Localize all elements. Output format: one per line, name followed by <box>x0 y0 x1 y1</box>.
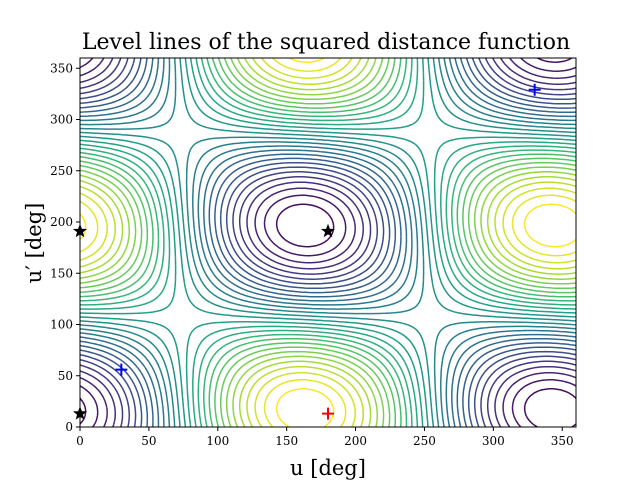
blue-plus-marker <box>528 83 541 96</box>
contour-level-line <box>80 58 576 427</box>
contour-level-line <box>80 58 576 427</box>
contour-level-line <box>80 58 576 427</box>
contour-level-line <box>80 58 576 427</box>
x-tick-label: 250 <box>413 434 436 448</box>
y-tick-label: 200 <box>50 215 73 229</box>
contour-level-line <box>80 58 576 427</box>
contour-level-line <box>80 58 576 427</box>
contour-level-line <box>80 58 576 427</box>
x-axis-ticks: 0 50 100 150 200 250 300 350 <box>76 427 574 448</box>
x-tick-label: 150 <box>275 434 298 448</box>
x-axis-label: u [deg] <box>290 456 366 480</box>
contour-level-line <box>80 58 576 427</box>
contour-level-line <box>80 58 576 427</box>
star-marker <box>72 406 88 420</box>
contour-level-line <box>80 58 576 427</box>
y-tick-label: 100 <box>50 318 73 332</box>
contour-level-line <box>80 58 576 427</box>
x-tick-label: 100 <box>206 434 229 448</box>
contour-level-line <box>80 58 576 427</box>
star-marker <box>320 223 336 238</box>
contour-level-line <box>80 58 576 427</box>
x-tick-label: 50 <box>141 434 156 448</box>
x-tick-label: 300 <box>482 434 505 448</box>
contour-level-line <box>80 58 576 427</box>
plot-frame <box>79 57 577 428</box>
blue-plus-marker <box>115 363 128 376</box>
contour-level-line <box>80 58 576 427</box>
contour-level-line <box>80 58 576 427</box>
contour-lines <box>80 58 576 427</box>
contour-level-line <box>80 58 576 427</box>
contour-level-line <box>80 58 576 427</box>
chart-title: Level lines of the squared distance func… <box>82 30 570 55</box>
contour-level-line <box>80 58 576 427</box>
contour-level-line <box>80 58 576 427</box>
contour-level-line <box>80 58 576 427</box>
y-tick-label: 50 <box>58 369 73 383</box>
y-axis-ticks: 0 50 100 150 200 250 300 350 <box>50 61 80 434</box>
contour-level-line <box>80 58 576 427</box>
y-tick-label: 300 <box>50 113 73 127</box>
y-tick-label: 350 <box>50 61 73 75</box>
x-tick-label: 350 <box>551 434 574 448</box>
red-plus-marker <box>322 407 334 420</box>
point-markers <box>72 83 541 420</box>
contour-level-line <box>80 58 576 427</box>
y-tick-label: 250 <box>50 164 73 178</box>
x-tick-label: 0 <box>76 434 84 448</box>
contour-level-line <box>80 58 576 427</box>
y-tick-label: 150 <box>50 266 73 280</box>
contour-level-line <box>80 58 576 427</box>
y-tick-label: 0 <box>65 420 73 434</box>
x-tick-label: 200 <box>344 434 367 448</box>
contour-level-line <box>80 58 576 427</box>
contour-level-line <box>80 58 576 427</box>
y-axis-label: u′ [deg] <box>22 203 46 284</box>
contour-level-line <box>80 58 576 427</box>
contour-level-line <box>80 58 576 427</box>
star-marker <box>72 223 88 238</box>
